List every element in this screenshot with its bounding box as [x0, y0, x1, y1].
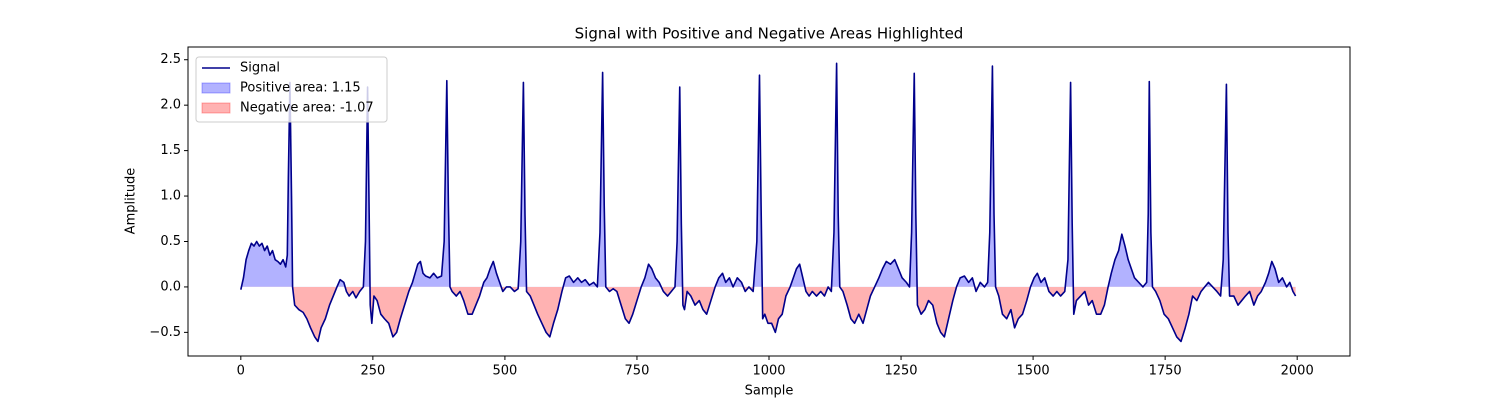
signal-line: [240, 62, 1297, 343]
x-tick-label: 1250: [884, 364, 917, 379]
y-tick-label: 2.5: [160, 52, 181, 67]
x-tick-label: 0: [237, 364, 245, 379]
legend-box: [195, 56, 388, 123]
plot-frame: [187, 46, 1351, 357]
x-tick-label: 1500: [1017, 364, 1050, 379]
x-tick-label: 500: [492, 364, 517, 379]
legend-label: Negative area: -1.07: [240, 101, 374, 116]
x-tick-label: 2000: [1281, 364, 1314, 379]
x-tick-label: 1750: [1149, 364, 1182, 379]
y-tick-label: −0.5: [149, 325, 181, 340]
chart-title: Signal with Positive and Negative Areas …: [575, 25, 964, 43]
y-tick-label: 0.5: [160, 234, 181, 249]
legend-patch: [201, 82, 231, 94]
legend-patch: [201, 102, 231, 114]
x-tick-label: 250: [360, 364, 385, 379]
negative-area: [240, 286, 1296, 342]
x-axis-label: Sample: [745, 384, 794, 399]
x-tick-label: 750: [625, 364, 650, 379]
y-tick-label: 2.0: [160, 98, 181, 113]
y-tick-label: 0.0: [160, 279, 181, 294]
y-tick-label: 1.5: [160, 143, 181, 158]
y-tick-label: 1.0: [160, 189, 181, 204]
y-axis-label: Amplitude: [124, 168, 139, 235]
x-tick-label: 1000: [752, 364, 785, 379]
legend-label: Signal: [240, 61, 280, 76]
legend-label: Positive area: 1.15: [240, 81, 361, 96]
